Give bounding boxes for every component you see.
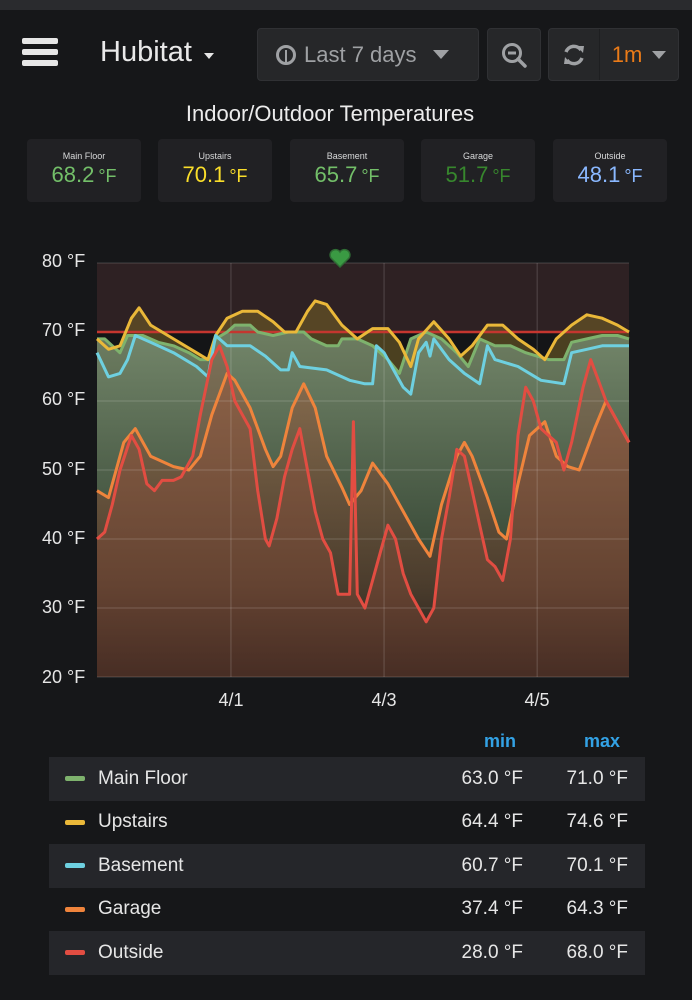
zoom-out-icon	[502, 42, 527, 68]
series-line	[95, 334, 629, 396]
stat-label: Main Floor	[62, 151, 106, 161]
series-min: 64.4 °F	[461, 811, 523, 833]
chevron-down-icon	[652, 50, 667, 59]
series-min: 37.4 °F	[461, 898, 523, 920]
stat-value: 70.1 °F	[182, 162, 248, 187]
series-color-swatch[interactable]	[65, 906, 85, 912]
series-line	[95, 344, 631, 624]
graph-legend: Main Floor 63.0 °F 71.0 °F Upstairs 64.4…	[49, 757, 645, 975]
legend-row-upstairs[interactable]: Upstairs 64.4 °F 74.6 °F	[49, 801, 645, 845]
legend-column-min[interactable]: min	[484, 731, 517, 751]
legend-row-outside[interactable]: Outside 28.0 °F 68.0 °F	[49, 931, 645, 975]
time-range-label: Last 7 days	[304, 41, 417, 67]
series-name: Upstairs	[98, 811, 168, 833]
stat-value: 51.7 °F	[445, 162, 511, 187]
y-tick-label: 20 °F	[42, 667, 86, 687]
chevron-down-icon	[432, 50, 449, 59]
series-max: 68.0 °F	[566, 941, 628, 963]
series-color-swatch[interactable]	[65, 819, 85, 825]
chevron-down-icon	[203, 52, 214, 59]
y-tick-label: 70 °F	[42, 320, 86, 340]
y-tick-label: 50 °F	[42, 459, 86, 479]
x-tick-label: 4/5	[524, 690, 550, 710]
series-min: 60.7 °F	[461, 854, 523, 876]
heart-icon[interactable]	[329, 248, 351, 269]
temperature-graph[interactable]	[0, 0, 692, 720]
series-color-swatch[interactable]	[65, 863, 85, 869]
zoom-out-button[interactable]	[487, 28, 541, 81]
stat-value: 48.1 °F	[577, 162, 643, 187]
series-name: Main Floor	[98, 767, 188, 789]
legend-row-basement[interactable]: Basement 60.7 °F 70.1 °F	[49, 844, 645, 888]
stat-outside[interactable]: Outside 48.1 °F	[553, 139, 667, 202]
legend-row-garage[interactable]: Garage 37.4 °F 64.3 °F	[49, 888, 645, 932]
y-tick-label: 60 °F	[42, 389, 86, 409]
refresh-interval-label: 1m	[611, 41, 643, 67]
series-name: Garage	[98, 898, 162, 920]
dashboard-title-dropdown[interactable]: Hubitat	[100, 36, 214, 69]
stat-garage[interactable]: Garage 51.7 °F	[421, 139, 535, 202]
stat-value: 65.7 °F	[314, 162, 380, 187]
series-min: 28.0 °F	[461, 941, 523, 963]
refresh-icon	[564, 44, 584, 65]
series-line	[95, 299, 630, 368]
hamburger-menu-icon[interactable]	[22, 38, 58, 70]
x-tick-label: 4/1	[218, 690, 244, 710]
x-tick-label: 4/3	[371, 690, 397, 710]
clock-icon	[276, 44, 296, 65]
series-color-swatch[interactable]	[65, 950, 85, 956]
stat-main-floor[interactable]: Main Floor 68.2 °F	[27, 139, 141, 202]
stat-label: Upstairs	[198, 151, 232, 161]
series-max: 74.6 °F	[566, 811, 628, 833]
series-max: 70.1 °F	[566, 854, 628, 876]
top-status-strip	[0, 0, 692, 10]
series-line	[97, 323, 630, 375]
stat-basement[interactable]: Basement 65.7 °F	[290, 139, 404, 202]
y-tick-label: 40 °F	[42, 528, 86, 548]
refresh-control: 1m	[548, 28, 679, 81]
stat-value: 68.2 °F	[51, 162, 117, 187]
dashboard-title: Hubitat	[100, 36, 192, 68]
series-line	[96, 371, 631, 558]
series-max: 71.0 °F	[566, 767, 628, 789]
panel-title[interactable]: Indoor/Outdoor Temperatures	[185, 101, 475, 126]
refresh-interval-dropdown[interactable]: 1m	[600, 42, 678, 68]
series-max: 64.3 °F	[566, 898, 628, 920]
y-tick-label: 80 °F	[42, 251, 86, 271]
time-range-picker[interactable]: Last 7 days	[257, 28, 479, 81]
series-name: Outside	[98, 941, 164, 963]
series-min: 63.0 °F	[461, 767, 523, 789]
legend-row-main-floor[interactable]: Main Floor 63.0 °F 71.0 °F	[49, 757, 645, 801]
stat-label: Garage	[462, 151, 494, 161]
y-tick-label: 30 °F	[42, 597, 86, 617]
stat-label: Basement	[326, 151, 368, 161]
legend-column-max[interactable]: max	[584, 731, 621, 751]
stat-label: Outside	[594, 151, 626, 161]
stat-upstairs[interactable]: Upstairs 70.1 °F	[158, 139, 272, 202]
series-color-swatch[interactable]	[65, 776, 85, 782]
refresh-button[interactable]	[549, 29, 600, 80]
series-name: Basement	[98, 854, 184, 876]
